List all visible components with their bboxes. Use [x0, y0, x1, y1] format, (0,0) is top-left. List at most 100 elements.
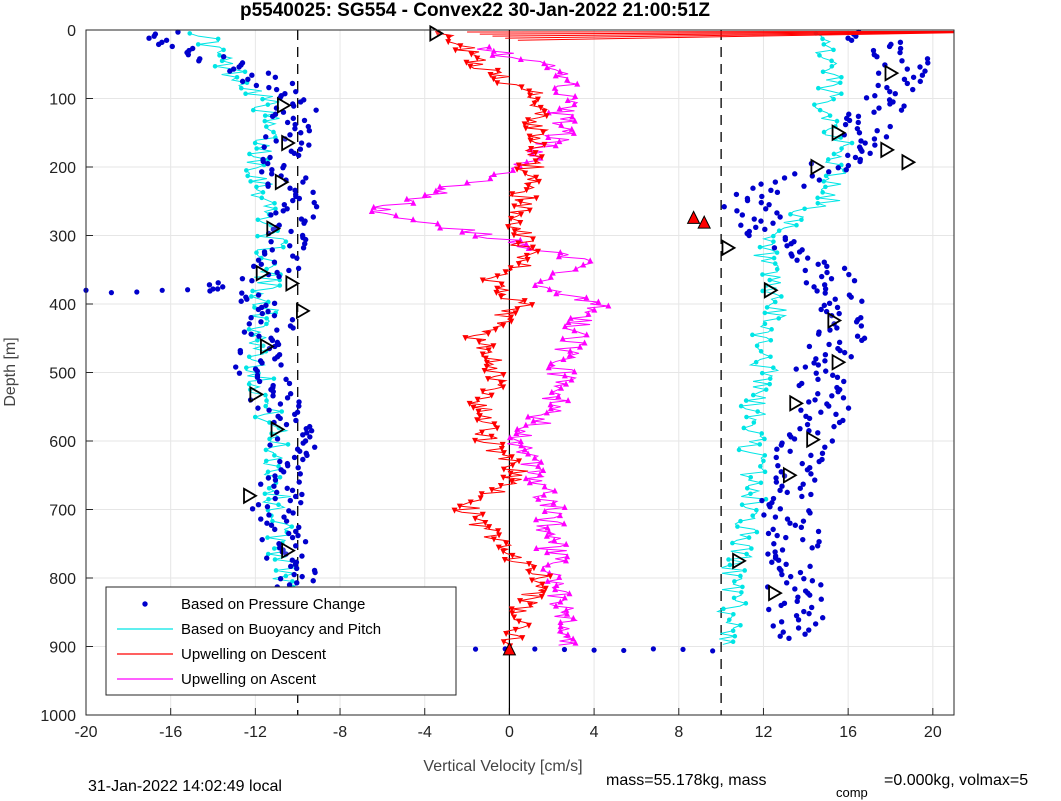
pressure-point [269, 171, 275, 177]
buoyancy-point [254, 146, 259, 151]
pressure-point [288, 563, 294, 570]
pressure-point [821, 282, 828, 288]
pressure-point [295, 152, 302, 159]
pressure-point [778, 567, 784, 574]
pressure-point [287, 185, 293, 191]
pressure-point [258, 516, 264, 522]
pressure-point [750, 185, 756, 191]
buoyancy-point [245, 173, 250, 179]
pressure-point [185, 51, 192, 58]
pressure-point [290, 253, 296, 259]
pressure-point [798, 407, 804, 413]
descent-triangle [534, 248, 541, 255]
x-tick-labels: -20 -16 -12 -8 -4 0 4 8 12 16 20 [74, 724, 941, 741]
buoyancy-point [272, 453, 277, 458]
pressure-point [264, 504, 271, 510]
buoyancy-point [768, 354, 773, 360]
descent-triangle [466, 400, 473, 407]
buoyancy-point [276, 502, 281, 508]
pressure-point [258, 261, 265, 267]
pressure-point [280, 208, 286, 214]
buoyancy-point [272, 546, 277, 551]
pressure-point [312, 569, 318, 576]
pressure-point [561, 646, 568, 653]
buoyancy-point [758, 480, 764, 486]
descent-triangle [518, 211, 525, 218]
ascent-triangle [548, 388, 555, 395]
pressure-point [303, 425, 309, 432]
pressure-point [591, 647, 597, 653]
pressure-point [283, 421, 290, 428]
pressure-point [901, 76, 908, 83]
ascent-triangle [567, 347, 574, 354]
pressure-point [277, 415, 283, 422]
pressure-point [297, 146, 304, 152]
pressure-point [296, 403, 302, 409]
legend-label: Based on Buoyancy and Pitch [181, 621, 381, 638]
buoyancy-point [727, 562, 733, 568]
buoyancy-point [248, 294, 254, 299]
buoyancy-point [730, 540, 735, 546]
surface-descent-line [505, 31, 955, 39]
x-tick-label: 12 [755, 724, 773, 741]
descent-triangle [527, 92, 534, 99]
ascent-triangle [524, 413, 531, 420]
pressure-point [806, 610, 812, 617]
descent-triangle [486, 524, 493, 531]
buoyancy-point [815, 201, 821, 206]
pressure-point [796, 249, 803, 255]
descent-triangle [494, 67, 501, 74]
descent-triangle [533, 174, 540, 181]
pressure-point [287, 243, 293, 249]
pressure-point [783, 580, 790, 586]
descent-triangle [490, 76, 497, 83]
buoyancy-point [799, 217, 804, 223]
pressure-point [310, 189, 316, 196]
pressure-point [800, 481, 806, 487]
pressure-point [892, 91, 898, 97]
pressure-point [532, 646, 538, 652]
pressure-point [277, 458, 283, 465]
pressure-point [265, 160, 271, 167]
ascent-triangle [541, 483, 548, 490]
pressure-point [255, 292, 262, 298]
buoyancy-point [771, 255, 777, 261]
pressure-point [255, 257, 262, 263]
pressure-point [291, 454, 298, 461]
ascent-triangle [531, 454, 538, 461]
pressure-point [289, 487, 296, 494]
pressure-point [799, 460, 805, 467]
pressure-point [273, 86, 280, 93]
ascent-triangle [543, 532, 550, 539]
volmax-footer: =0.000kg, volmax=5 [884, 772, 1028, 789]
descent-triangle [500, 639, 507, 646]
descent-triangle [445, 39, 452, 46]
ascent-triangle [552, 602, 559, 609]
pressure-point [804, 421, 811, 428]
ascent-triangle [463, 179, 470, 186]
ascent-triangle [530, 417, 537, 424]
pressure-point [795, 594, 801, 600]
descent-triangle [501, 557, 508, 564]
buoyancy-point [821, 179, 826, 184]
pressure-point [239, 78, 246, 85]
pressure-point [267, 442, 273, 448]
open-triangle-marker [810, 158, 826, 176]
pressure-point [872, 93, 878, 99]
pressure-point [910, 86, 916, 93]
pressure-point [816, 458, 822, 465]
pressure-point [816, 538, 822, 545]
descent-triangle [498, 293, 505, 300]
buoyancy-point [255, 217, 261, 223]
pressure-point [286, 508, 292, 514]
pressure-point [265, 475, 272, 481]
pressure-point [163, 37, 170, 43]
descent-triangle [475, 409, 482, 416]
ascent-triangle [436, 183, 443, 190]
pressure-point [310, 214, 317, 220]
pressure-point [304, 452, 310, 459]
open-triangle-marker [266, 220, 282, 238]
y-tick-label: 400 [49, 297, 76, 314]
pressure-point [155, 41, 162, 48]
descent-triangle [524, 256, 531, 263]
